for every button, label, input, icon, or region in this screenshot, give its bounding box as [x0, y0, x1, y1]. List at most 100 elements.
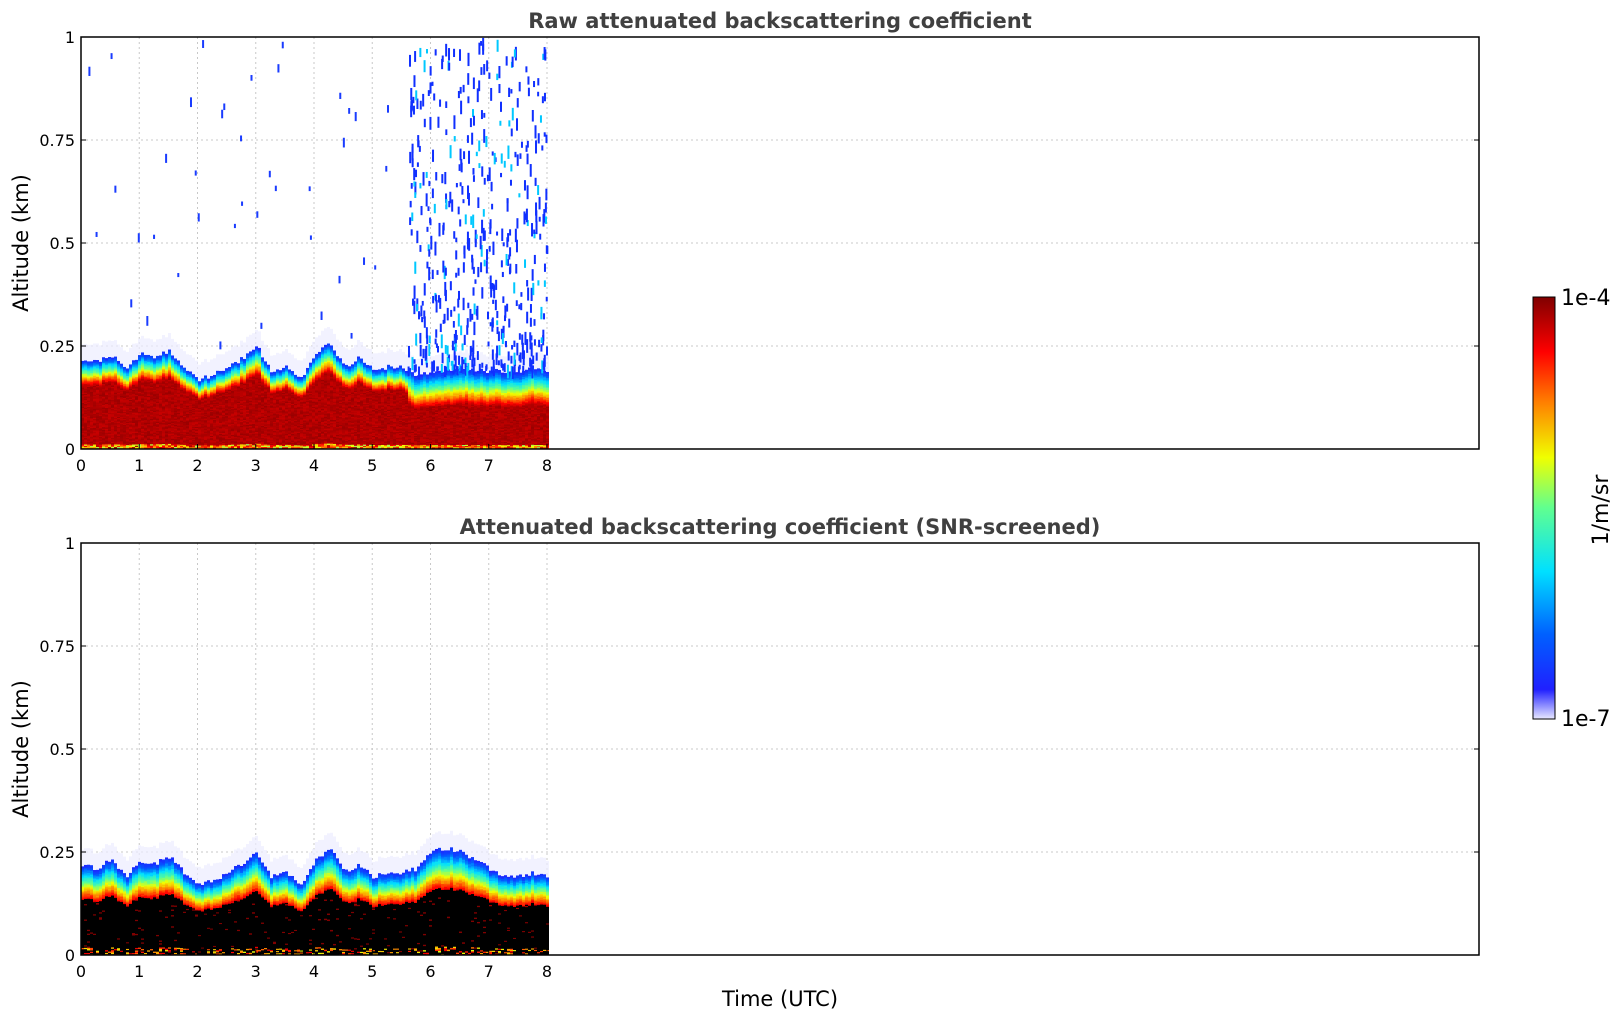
heat-cell: [240, 382, 243, 384]
heat-cell: [183, 395, 186, 398]
heat-cell: [255, 396, 258, 399]
heat-cell: [198, 416, 201, 418]
heat-cell: [174, 412, 177, 415]
heat-cell: [252, 370, 255, 373]
heat-cell: [177, 389, 180, 392]
heat-cell: [168, 436, 171, 439]
heat-cell: [174, 367, 177, 370]
heat-cell: [258, 414, 261, 417]
heat-cell: [96, 403, 99, 406]
heat-cell: [111, 445, 114, 447]
heat-cell: [165, 432, 168, 435]
heat-cell: [246, 375, 249, 378]
heat-cell: [216, 375, 219, 377]
heat-cell: [138, 367, 141, 370]
heat-cell: [102, 439, 105, 442]
heat-cell: [183, 400, 186, 402]
heat-cell: [189, 419, 192, 421]
heat-halo: [261, 340, 264, 358]
heat-cell: [117, 372, 120, 375]
heat-cell: [186, 446, 189, 449]
heat-cell: [201, 402, 204, 405]
heat-cell: [225, 416, 228, 419]
heat-cell: [129, 389, 132, 392]
heat-cell: [126, 396, 129, 398]
heat-cell: [183, 439, 186, 442]
heat-cell: [189, 391, 192, 394]
heat-cell: [123, 391, 126, 394]
heat-cell: [231, 415, 234, 418]
heat-cell: [189, 406, 192, 409]
heat-cell: [99, 444, 102, 446]
heat-cell: [114, 396, 117, 399]
heat-cell: [123, 414, 126, 417]
heat-cell: [144, 443, 147, 446]
heat-cell: [186, 381, 189, 384]
heat-cell: [138, 432, 141, 435]
heat-cell: [165, 421, 168, 424]
heat-cell: [255, 346, 258, 349]
heat-cell: [132, 408, 135, 411]
heat-cell: [216, 416, 219, 419]
heat-cell: [120, 436, 123, 439]
heat-cell: [126, 368, 129, 371]
heat-cell: [99, 431, 102, 434]
heat-cell: [156, 367, 159, 370]
heat-cell: [252, 389, 255, 392]
heat-cell: [243, 419, 246, 422]
heat-cell: [153, 402, 156, 405]
heat-cell: [213, 409, 216, 412]
heat-cell: [234, 398, 237, 400]
heat-cell: [216, 440, 219, 442]
heat-cell: [228, 375, 231, 377]
heat-cell: [84, 424, 87, 427]
heat-cell: [165, 364, 168, 367]
heat-cell: [138, 388, 141, 391]
heat-cell: [132, 381, 135, 384]
heat-cell: [204, 410, 207, 412]
heat-cell: [99, 361, 102, 364]
heat-cell: [129, 382, 132, 385]
heat-cell: [243, 375, 246, 378]
heat-cell: [84, 433, 87, 436]
heat-cell: [255, 368, 258, 371]
heat-cell: [195, 421, 198, 423]
heat-cell: [201, 406, 204, 409]
heat-cell: [246, 377, 249, 380]
heat-cell: [177, 428, 180, 431]
heat-cell: [105, 361, 108, 364]
heat-cell: [141, 440, 144, 443]
heat-cell: [183, 426, 186, 429]
heat-cell: [156, 355, 159, 358]
heat-cell: [168, 393, 171, 396]
heat-cell: [159, 374, 162, 377]
heat-cell: [111, 421, 114, 424]
heat-cell: [192, 426, 195, 429]
heat-cell: [111, 358, 114, 361]
heat-cell: [126, 428, 129, 431]
heat-cell: [111, 357, 114, 360]
heat-cell: [90, 366, 93, 369]
heat-cell: [141, 366, 144, 369]
heat-cell: [189, 373, 192, 376]
heat-cell: [93, 429, 96, 432]
heat-cell: [195, 381, 198, 383]
heat-cell: [123, 396, 126, 398]
heat-cell: [231, 407, 234, 410]
heat-cell: [108, 380, 111, 383]
heat-cell: [96, 395, 99, 398]
heat-cell: [222, 408, 225, 411]
heat-cell: [195, 433, 198, 436]
heat-halo: [222, 354, 225, 371]
heat-cell: [243, 366, 246, 369]
heat-cell: [213, 405, 216, 408]
heat-cell: [171, 430, 174, 433]
heat-cell: [87, 363, 90, 366]
heat-cell: [135, 359, 138, 362]
heat-cell: [150, 427, 153, 430]
heat-cell: [123, 405, 126, 408]
heat-cell: [216, 383, 219, 385]
heat-cell: [93, 399, 96, 402]
heat-cell: [150, 442, 153, 445]
heat-cell: [171, 384, 174, 387]
